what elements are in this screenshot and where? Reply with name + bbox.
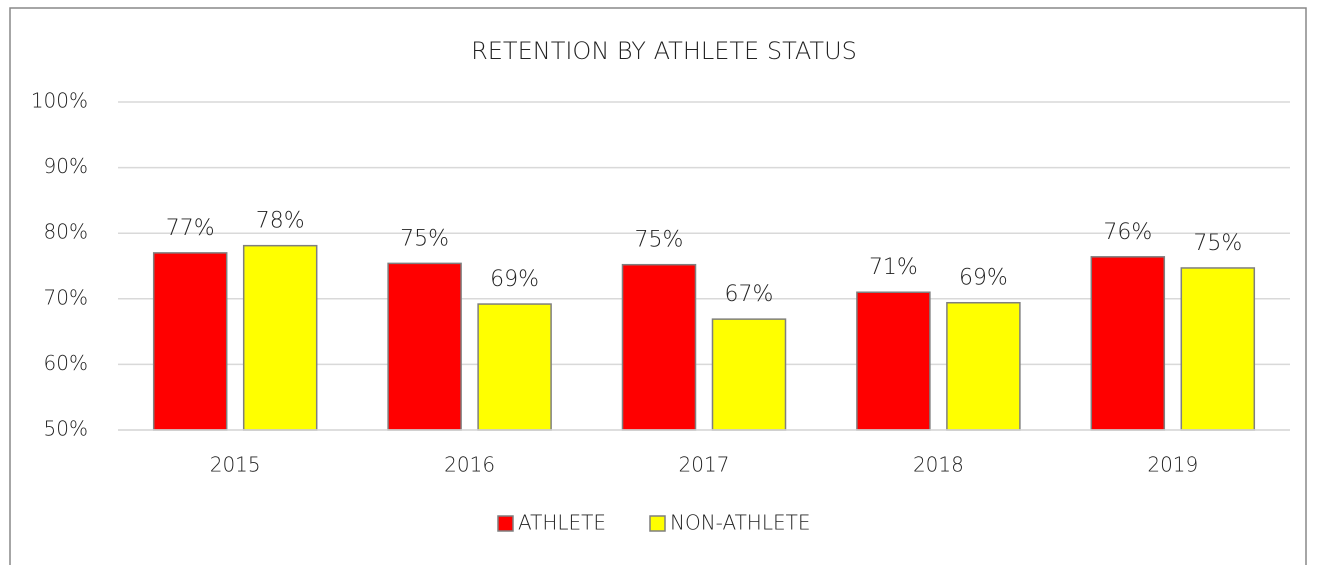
x-tick-label: 2018 xyxy=(913,453,964,477)
chart-frame xyxy=(9,7,1307,565)
bar xyxy=(477,303,552,431)
bar xyxy=(387,262,462,431)
legend-label: ATHLETE xyxy=(518,511,606,535)
y-tick-label: 90% xyxy=(44,154,88,178)
legend-swatch xyxy=(649,515,666,532)
value-label: 67% xyxy=(725,282,774,307)
bar xyxy=(946,301,1021,431)
value-label: 71% xyxy=(869,255,918,280)
bar xyxy=(711,318,787,431)
x-tick-label: 2019 xyxy=(1147,453,1198,477)
legend-swatch xyxy=(497,515,514,532)
value-label: 75% xyxy=(400,226,449,251)
y-tick-label: 70% xyxy=(44,285,88,309)
y-tick-label: 80% xyxy=(44,220,88,244)
value-label: 75% xyxy=(1193,231,1242,256)
y-tick-label: 50% xyxy=(44,417,88,441)
bar xyxy=(1180,267,1256,431)
x-tick-label: 2015 xyxy=(210,453,261,477)
value-label: 78% xyxy=(256,209,305,234)
bar xyxy=(152,252,228,431)
bar xyxy=(856,291,931,431)
bar xyxy=(242,244,318,431)
value-label: 76% xyxy=(1103,220,1152,245)
bar xyxy=(1090,256,1166,431)
y-tick-label: 60% xyxy=(44,351,88,375)
x-tick-label: 2016 xyxy=(444,453,495,477)
value-label: 69% xyxy=(959,266,1008,291)
legend-label: NON-ATHLETE xyxy=(670,511,810,535)
value-label: 77% xyxy=(166,216,215,241)
y-tick-label: 100% xyxy=(31,89,88,113)
value-label: 69% xyxy=(490,267,539,292)
bar xyxy=(621,263,697,431)
x-tick-label: 2017 xyxy=(679,453,730,477)
chart-title: RETENTION BY ATHLETE STATUS xyxy=(471,37,857,65)
value-label: 75% xyxy=(635,228,684,253)
